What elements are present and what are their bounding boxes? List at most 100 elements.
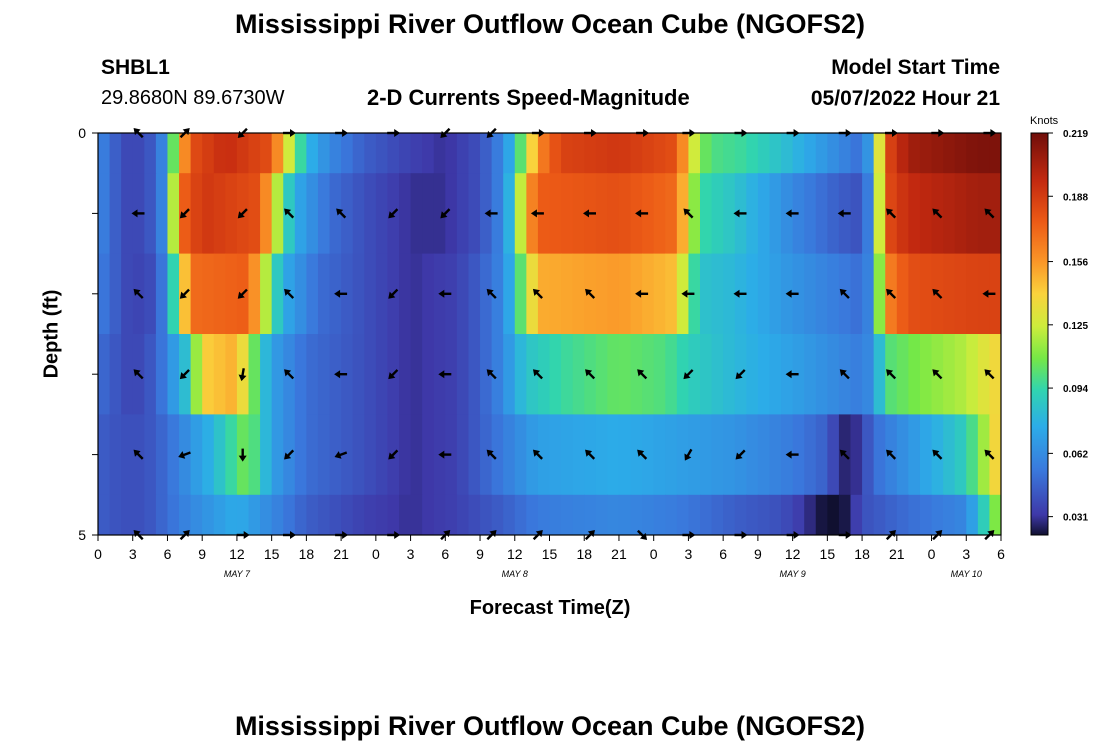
heatmap-cell-5-22 [352, 494, 365, 535]
heatmap-cell-2-66 [862, 253, 875, 335]
heatmap-cell-2-1 [109, 253, 122, 335]
heatmap-cell-3-4 [144, 334, 157, 415]
heatmap-cell-4-67 [873, 414, 886, 496]
heatmap-cell-5-51 [688, 494, 701, 535]
current-arrow [532, 288, 543, 299]
x-tick-label: 21 [333, 546, 349, 562]
heatmap-cell-0-40 [561, 133, 574, 174]
current-arrow [484, 209, 498, 218]
heatmap-cell-0-9 [202, 133, 215, 174]
current-arrow [839, 369, 850, 380]
heatmap-cell-0-43 [595, 133, 608, 174]
heatmap-cell-1-75 [966, 173, 979, 255]
heatmap-cell-0-50 [676, 133, 690, 174]
heatmap-cell-3-17 [294, 334, 307, 415]
heatmap-cell-5-53 [711, 494, 724, 535]
heatmap-cell-0-16 [283, 133, 296, 174]
x-tick-label: 15 [542, 546, 558, 562]
heatmap-cell-4-10 [213, 414, 226, 496]
heatmap-cell-5-45 [618, 494, 632, 535]
heatmap-cell-5-46 [630, 494, 643, 535]
heatmap-cell-5-77 [989, 494, 1001, 535]
x-tick-label: 9 [476, 546, 484, 562]
current-arrow [684, 448, 693, 461]
heatmap-cell-5-54 [723, 494, 736, 535]
heatmap-cell-4-17 [294, 414, 307, 496]
heatmap-cell-1-54 [723, 173, 736, 255]
heatmap-cell-5-20 [329, 494, 342, 535]
current-arrow [583, 209, 596, 218]
heatmap-cell-5-39 [549, 494, 562, 535]
heatmap-cell-4-1 [109, 414, 122, 496]
current-arrow [886, 288, 897, 299]
heatmap-cell-0-75 [966, 133, 979, 174]
current-arrow [635, 289, 649, 298]
x-tick-label: 6 [441, 546, 449, 562]
heatmap-cell-2-21 [341, 253, 354, 335]
heatmap-cell-2-31 [456, 253, 470, 335]
heatmap-cell-2-17 [294, 253, 307, 335]
heatmap-cell-4-43 [595, 414, 608, 496]
heatmap-cell-0-12 [236, 133, 250, 174]
heatmap-cell-3-63 [827, 334, 840, 415]
heatmap-cell-2-10 [213, 253, 226, 335]
heatmap-cell-2-61 [804, 253, 817, 335]
current-arrow [133, 288, 144, 299]
heatmap-cell-3-74 [954, 334, 967, 415]
colorbar-tick-label: 0.031 [1063, 513, 1088, 524]
current-arrow [683, 369, 694, 380]
heatmap-cell-5-36 [514, 494, 527, 535]
heatmap-cell-5-55 [734, 494, 747, 535]
heatmap-cell-2-22 [352, 253, 365, 335]
heatmap-cell-1-70 [908, 173, 921, 255]
heatmap-cell-5-74 [954, 494, 967, 535]
colorbar-tick-label: 0.094 [1063, 384, 1088, 395]
heatmap-cell-4-60 [792, 414, 805, 496]
heatmap-cell-2-47 [642, 253, 655, 335]
heatmap-cell-1-28 [422, 173, 435, 255]
heatmap-cell-5-1 [109, 494, 122, 535]
heatmap-cell-3-10 [213, 334, 226, 415]
heatmap-cell-3-49 [665, 334, 678, 415]
current-arrow [388, 449, 399, 460]
heatmap-cell-4-77 [989, 414, 1001, 496]
x-tick-label: 21 [611, 546, 627, 562]
heatmap-cell-5-11 [225, 494, 238, 535]
x-tick-label: 6 [164, 546, 172, 562]
heatmap-cell-5-56 [746, 494, 759, 535]
heatmap-cell-5-62 [815, 494, 828, 535]
current-arrow [530, 209, 544, 218]
heatmap-cell-4-8 [190, 414, 203, 496]
heatmap-cell-0-6 [167, 133, 180, 174]
current-arrow [179, 369, 190, 380]
heatmap-cell-5-72 [931, 494, 944, 535]
heatmap-cell-0-71 [919, 133, 933, 174]
heatmap-cell-1-69 [896, 173, 909, 255]
current-arrow [237, 208, 248, 219]
x-tick-label: 6 [997, 546, 1005, 562]
heatmap-cell-3-24 [375, 334, 389, 415]
heatmap-cell-0-53 [711, 133, 724, 174]
heatmap-cell-5-19 [317, 494, 331, 535]
current-arrow [284, 369, 295, 380]
heatmap-cell-3-62 [815, 334, 828, 415]
x-tick-label: 0 [372, 546, 380, 562]
heatmap-cell-4-28 [422, 414, 435, 496]
heatmap-cell-4-65 [850, 414, 863, 496]
heatmap-cell-3-56 [746, 334, 759, 415]
heatmap-cell-0-0 [98, 133, 111, 174]
heatmap-cell-2-13 [248, 253, 261, 335]
heatmap-cell-1-71 [919, 173, 933, 255]
heatmap-cell-3-47 [642, 334, 655, 415]
date-label: MAY 9 [780, 569, 806, 579]
heatmap-cell-5-28 [422, 494, 435, 535]
heatmap-cell-5-42 [584, 494, 597, 535]
heatmap-cell-4-5 [155, 414, 169, 496]
heatmap-cell-0-15 [271, 133, 284, 174]
colorbar-label: Knots [1030, 115, 1059, 127]
heatmap-cell-3-22 [352, 334, 365, 415]
heatmap-cell-1-4 [144, 173, 157, 255]
heatmap-cell-0-59 [781, 133, 794, 174]
current-arrow [984, 208, 995, 219]
heatmap-cell-1-13 [248, 173, 261, 255]
